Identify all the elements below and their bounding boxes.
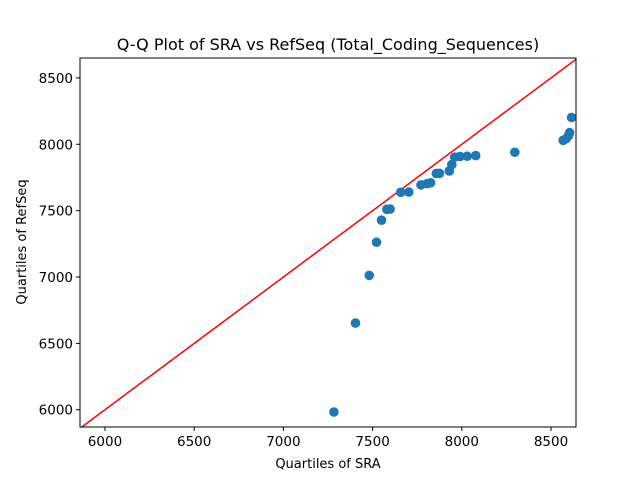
data-point <box>510 147 520 158</box>
y-axis-title: Quartiles of RefSeq <box>15 179 30 304</box>
data-point <box>434 168 445 179</box>
chart-title: Q-Q Plot of SRA vs RefSeq (Total_Coding_… <box>117 35 539 55</box>
x-axis-title: Quartiles of SRA <box>275 457 380 472</box>
x-tick-label: 7500 <box>355 434 389 450</box>
x-tick-label: 6000 <box>88 434 122 450</box>
data-point <box>364 270 375 281</box>
y-tick-label: 6000 <box>39 403 73 419</box>
data-point <box>455 151 465 162</box>
data-point <box>376 215 387 226</box>
data-point <box>566 112 576 123</box>
y-tick-label: 6500 <box>39 336 73 352</box>
plot-frame <box>79 57 577 428</box>
x-tick-label: 6500 <box>177 434 211 450</box>
y-tick-label: 8500 <box>39 71 73 87</box>
x-tick-label: 8000 <box>445 434 479 450</box>
x-tick-label: 8500 <box>534 434 568 450</box>
data-point <box>447 159 457 170</box>
data-point <box>425 177 436 188</box>
x-tick-label: 7000 <box>266 434 300 450</box>
y-tick-label: 8000 <box>39 137 73 153</box>
data-point <box>564 127 575 138</box>
data-point <box>395 187 406 198</box>
data-point <box>470 150 481 161</box>
data-point <box>371 237 382 248</box>
data-point <box>385 204 395 214</box>
data-point <box>462 151 472 162</box>
data-point <box>350 318 361 328</box>
y-tick-label: 7000 <box>39 270 73 286</box>
data-point <box>329 407 339 417</box>
data-point <box>404 187 414 197</box>
reference-line <box>80 58 576 427</box>
y-tick-label: 7500 <box>39 204 73 220</box>
